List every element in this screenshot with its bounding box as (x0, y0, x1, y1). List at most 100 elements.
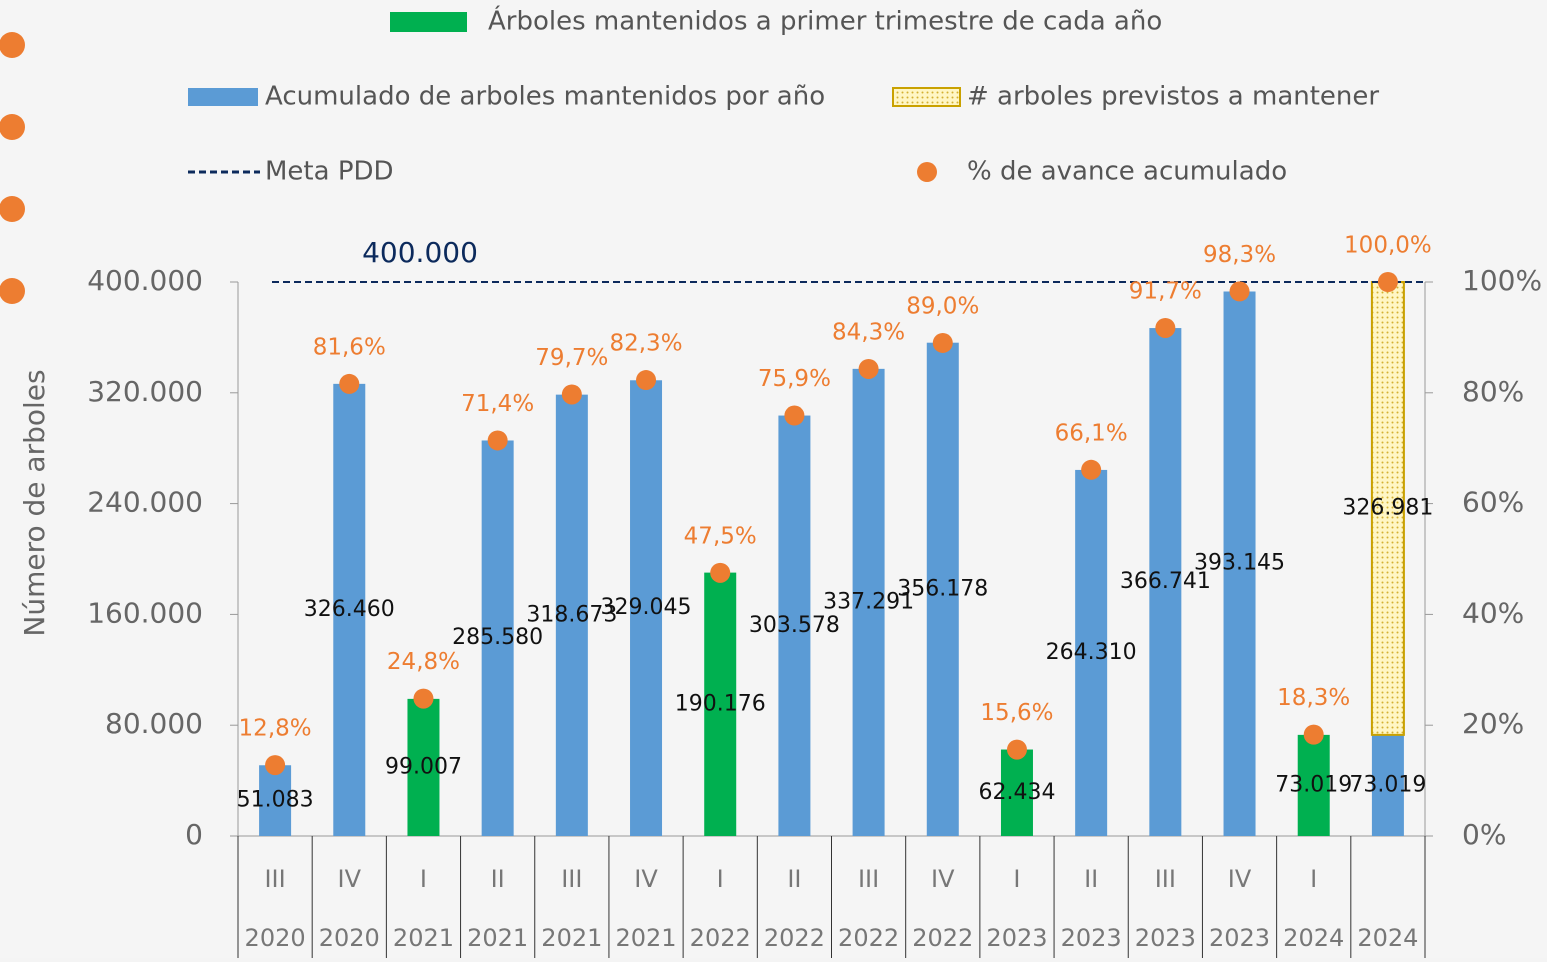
bar (555, 394, 588, 836)
percent-label: 12,8% (239, 716, 312, 742)
x-group-label: 2022 (912, 924, 973, 952)
bar (1075, 469, 1108, 836)
percent-label: 71,4% (461, 391, 534, 417)
y2-tick-label: 80% (1462, 375, 1524, 408)
legend-label: % de avance acumulado (967, 157, 1287, 187)
decoration-dot (0, 114, 25, 140)
x-tick-label: III (1155, 865, 1176, 893)
bar-value-label: 51.083 (237, 788, 314, 813)
percent-label: 79,7% (535, 345, 608, 371)
bar-value-label: 326.981 (1342, 495, 1433, 520)
y-tick-label: 400.000 (87, 264, 203, 297)
x-tick-label: I (1310, 865, 1317, 893)
bar (407, 698, 440, 836)
bar-value-label: 99.007 (385, 754, 462, 779)
percent-dot (1303, 724, 1324, 745)
bar-value-label: 264.310 (1046, 640, 1137, 665)
x-group-label: 2021 (615, 924, 676, 952)
decoration-dot (0, 32, 25, 58)
bar (1371, 734, 1404, 836)
bar (926, 342, 959, 836)
x-tick-label: IV (1228, 865, 1252, 893)
x-group-label: 2022 (838, 924, 899, 952)
x-group-label: 2022 (764, 924, 825, 952)
bar-value-label: 393.145 (1194, 551, 1285, 576)
x-tick-label: IV (931, 865, 955, 893)
bar-value-label: 337.291 (823, 589, 914, 614)
bar-value-label: 356.178 (897, 576, 988, 601)
y2-tick-label: 0% (1462, 818, 1506, 851)
percent-dot (1229, 281, 1250, 302)
x-group-label: 2024 (1357, 924, 1418, 952)
legend-swatch (917, 162, 937, 182)
y-tick-label: 240.000 (87, 486, 203, 519)
x-tick-label: I (717, 865, 724, 893)
percent-label: 84,3% (832, 319, 905, 345)
legend-swatch (390, 12, 467, 32)
percent-dot (1377, 272, 1398, 292)
x-group-label: 2023 (986, 924, 1047, 952)
x-tick-label: III (561, 865, 582, 893)
bar-value-label: 303.578 (749, 613, 840, 638)
x-tick-label: III (858, 865, 879, 893)
percent-dot (636, 370, 657, 391)
y-axis-label: Número de arboles (18, 369, 51, 636)
bar (704, 572, 737, 836)
x-group-label: 2020 (245, 924, 306, 952)
bar-value-label: 73.019 (1275, 772, 1352, 797)
percent-dot (339, 373, 360, 394)
bar (1297, 734, 1330, 836)
percent-dot (932, 332, 953, 353)
bar (852, 368, 885, 836)
bar-value-label: 73.019 (1349, 772, 1426, 797)
x-tick-label: II (491, 865, 505, 893)
percent-label: 82,3% (609, 331, 682, 357)
percent-label: 81,6% (313, 334, 386, 360)
stacked-bar (1370, 281, 1405, 736)
x-group-label: 2021 (467, 924, 528, 952)
legend-label: Acumulado de arboles mantenidos por año (265, 82, 825, 112)
x-group-label: 2021 (541, 924, 602, 952)
y2-tick-label: 40% (1462, 596, 1524, 629)
y2-tick-label: 20% (1462, 707, 1524, 740)
percent-label: 91,7% (1129, 278, 1202, 304)
percent-dot (265, 755, 286, 776)
percent-dot (487, 430, 508, 451)
percent-dot (413, 688, 434, 709)
percent-dot (1006, 739, 1027, 760)
y-tick-label: 320.000 (87, 375, 203, 408)
target-label: 400.000 (362, 236, 478, 269)
x-group-label: 2023 (1209, 924, 1270, 952)
legend-label: # arboles previstos a mantener (967, 82, 1379, 112)
bar-value-label: 326.460 (304, 597, 395, 622)
bar-value-label: 285.580 (452, 625, 543, 650)
x-group-label: 2023 (1061, 924, 1122, 952)
decoration-dot (0, 278, 25, 304)
percent-label: 66,1% (1055, 420, 1128, 446)
x-tick-label: IV (338, 865, 362, 893)
x-tick-label: II (787, 865, 801, 893)
bar (630, 380, 663, 836)
x-tick-label: I (420, 865, 427, 893)
x-group-label: 2022 (690, 924, 751, 952)
x-tick-label: IV (634, 865, 658, 893)
y-tick-label: 160.000 (87, 596, 203, 629)
x-tick-label: I (1013, 865, 1020, 893)
bar (481, 440, 514, 836)
percent-dot (710, 562, 731, 583)
percent-label: 89,0% (906, 293, 979, 319)
x-tick-label: II (1084, 865, 1098, 893)
bar-value-label: 366.741 (1120, 569, 1211, 594)
percent-dot (858, 358, 879, 379)
percent-dot (561, 384, 582, 405)
x-group-label: 2023 (1135, 924, 1196, 952)
bar (778, 415, 811, 836)
percent-dot (1081, 459, 1102, 480)
percent-label: 75,9% (758, 366, 831, 392)
decoration-dot (0, 196, 25, 222)
x-group-label: 2021 (393, 924, 454, 952)
bar (1149, 328, 1182, 836)
legend-swatch (892, 87, 961, 107)
percent-label: 18,3% (1277, 685, 1350, 711)
